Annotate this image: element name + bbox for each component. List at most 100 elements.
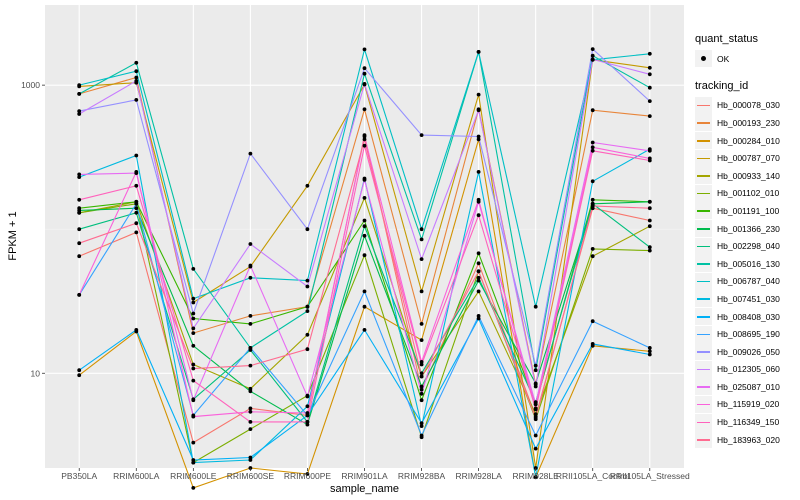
data-point xyxy=(476,251,481,256)
line-key-icon xyxy=(695,202,712,220)
data-point xyxy=(476,261,481,266)
legend-item-label: Hb_116349_150 xyxy=(717,417,780,428)
line-key-icon xyxy=(695,149,712,167)
line-key-icon xyxy=(695,220,712,238)
data-point xyxy=(305,309,310,313)
legend-item-label: Hb_000078_030 xyxy=(717,100,780,111)
data-point xyxy=(362,253,367,258)
data-point xyxy=(419,424,424,428)
data-point xyxy=(419,362,424,367)
data-point xyxy=(191,414,196,419)
data-point xyxy=(248,406,253,411)
data-point xyxy=(191,440,196,445)
data-point xyxy=(590,148,595,153)
data-point xyxy=(419,133,424,138)
data-point xyxy=(305,227,310,232)
data-point xyxy=(533,433,538,438)
data-point xyxy=(647,148,652,153)
line-key-icon xyxy=(695,290,712,308)
legend-item-label: Hb_007451_030 xyxy=(717,293,780,304)
data-point xyxy=(305,472,310,476)
data-point xyxy=(476,197,481,202)
legend-item-label: Hb_012305_060 xyxy=(717,364,780,375)
legend-item-label: Hb_025087_010 xyxy=(717,381,780,392)
data-point xyxy=(476,289,481,294)
data-point xyxy=(590,179,595,184)
data-point xyxy=(134,69,139,74)
legend-item-label: Hb_006787_040 xyxy=(717,276,780,287)
data-point xyxy=(647,352,652,357)
legend-item-label: Hb_008408_030 xyxy=(717,311,780,322)
data-point xyxy=(419,384,424,389)
y-axis-title: FPKM + 1 xyxy=(7,211,19,260)
data-point xyxy=(248,242,253,246)
legend-item-hb-006787-040: Hb_006787_040 xyxy=(695,272,799,291)
data-point xyxy=(248,346,253,350)
data-point xyxy=(362,71,367,76)
data-point xyxy=(77,92,82,96)
line-key-icon xyxy=(695,343,712,361)
line-key-icon xyxy=(695,360,712,378)
legend-item-hb-000193-230: Hb_000193_230 xyxy=(695,114,799,132)
data-point xyxy=(134,98,139,102)
data-point xyxy=(305,420,310,424)
data-point xyxy=(248,420,253,424)
data-point xyxy=(77,208,82,213)
data-point xyxy=(191,366,196,371)
legend-item-hb-000787-070: Hb_000787_070 xyxy=(695,149,799,167)
data-point xyxy=(77,112,82,116)
data-point xyxy=(362,107,367,112)
data-point xyxy=(476,314,481,318)
x-tick-label: RRIM901LA xyxy=(341,471,388,481)
data-point xyxy=(647,199,652,204)
data-point xyxy=(362,143,367,148)
data-point xyxy=(77,241,82,246)
data-point xyxy=(533,412,538,417)
legend-item-label: Hb_183963_020 xyxy=(717,434,780,445)
data-point xyxy=(134,230,139,235)
point-key-icon xyxy=(695,50,712,68)
data-point xyxy=(533,363,538,368)
data-point xyxy=(191,378,196,383)
data-point xyxy=(533,407,538,412)
data-point xyxy=(305,183,310,188)
data-point xyxy=(77,83,82,87)
legend-item-hb-005016-130: Hb_005016_130 xyxy=(695,255,799,273)
data-point xyxy=(419,360,424,364)
legend-item-hb-025087-010: Hb_025087_010 xyxy=(695,378,799,396)
data-point xyxy=(419,421,424,426)
data-point xyxy=(590,247,595,251)
data-point xyxy=(191,362,196,367)
data-point xyxy=(533,416,538,420)
data-point xyxy=(362,233,367,238)
data-point xyxy=(419,391,424,396)
line-key-icon xyxy=(695,167,712,185)
data-point xyxy=(305,347,310,352)
data-point xyxy=(419,398,424,403)
legend-item-label: Hb_115919_020 xyxy=(717,399,780,410)
data-point xyxy=(590,204,595,208)
line-key-icon xyxy=(695,255,712,273)
data-point xyxy=(647,224,652,229)
data-point xyxy=(77,368,82,373)
data-point xyxy=(590,319,595,324)
legend-item-hb-001191-100: Hb_001191_100 xyxy=(695,202,799,220)
y-tick-label: 10 xyxy=(31,368,41,378)
data-point xyxy=(476,170,481,174)
x-axis-title: sample_name xyxy=(330,483,399,495)
data-point xyxy=(305,411,310,415)
line-key-icon xyxy=(695,325,712,343)
data-point xyxy=(647,218,652,223)
data-point xyxy=(419,289,424,294)
legend-item-label: Hb_002298_040 xyxy=(717,241,780,252)
data-point xyxy=(362,47,367,52)
y-tick-label: 1000 xyxy=(21,80,40,90)
legend-item-hb-000933-140: Hb_000933_140 xyxy=(695,167,799,185)
legend-item-label: Hb_009026_050 xyxy=(717,346,780,357)
data-point xyxy=(419,227,424,232)
data-point xyxy=(134,328,139,332)
data-point xyxy=(590,47,595,51)
data-point xyxy=(647,114,652,118)
legend-item-ok: OK xyxy=(695,50,799,68)
line-key-icon xyxy=(695,378,712,396)
